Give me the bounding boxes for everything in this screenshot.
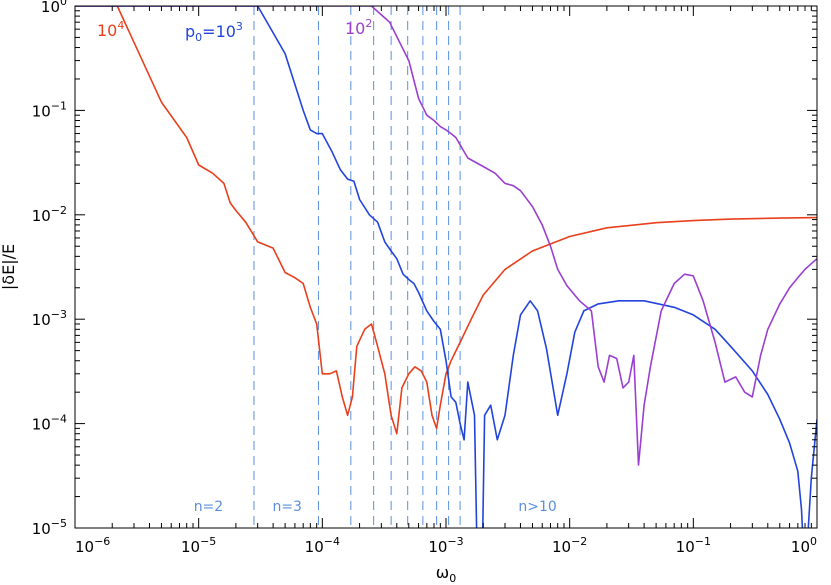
x-tick-label-exp: −3 [447, 535, 463, 548]
y-axis-title: |δE|/E [0, 244, 18, 290]
y-tick-label-exp: −5 [51, 517, 67, 530]
x-tick-label-exp: −2 [571, 535, 587, 548]
region-label: n=2 [194, 499, 224, 515]
x-tick-label-exp: −1 [695, 535, 711, 548]
x-tick-label: 10−1 [676, 535, 711, 556]
x-tick-label-base: 10 [305, 538, 324, 556]
series-line-1 [75, 6, 817, 528]
vertical-guides [253, 6, 461, 528]
series-label-sub: 0 [195, 31, 202, 44]
y-tick-label: 10−3 [32, 308, 67, 329]
x-tick-label-exp: −6 [94, 535, 110, 548]
x-axis: 10−6 10−5 10−4 10−3 10−2 10−1 100 [74, 6, 818, 556]
series-label-base: 10 [216, 22, 236, 41]
x-tick-label-exp: −4 [324, 535, 340, 548]
series-label-base: 10 [345, 19, 365, 38]
x-tick-label: 10−5 [181, 535, 216, 556]
x-axis-title-main: ω [436, 563, 449, 582]
x-tick-label-base: 10 [552, 538, 571, 556]
y-tick-label-base: 10 [32, 311, 51, 329]
y-tick-label-exp: 0 [60, 0, 67, 8]
x-tick-label-base: 10 [428, 538, 447, 556]
y-tick-label-exp: −1 [51, 99, 67, 112]
y-tick-label: 10−2 [32, 204, 67, 225]
x-tick-label-base: 10 [791, 538, 810, 556]
series-label-eq: = [202, 22, 215, 41]
y-tick-label-base: 10 [32, 416, 51, 434]
x-tick-label-base: 10 [75, 538, 94, 556]
y-tick-label: 10−5 [32, 517, 67, 538]
x-tick-label-base: 10 [676, 538, 695, 556]
series-line-2 [75, 6, 817, 466]
y-tick-label-exp: −3 [51, 308, 67, 321]
y-tick-label-base: 10 [32, 207, 51, 225]
x-tick-label-exp: 0 [810, 535, 817, 548]
y-tick-label-base: 10 [41, 0, 60, 16]
x-axis-title-sub: 0 [449, 572, 456, 585]
y-tick-label-base: 10 [32, 520, 51, 538]
x-tick-label: 100 [791, 535, 817, 556]
y-tick-label: 10−4 [32, 413, 67, 434]
series-group [75, 6, 817, 528]
series-line-0 [75, 6, 817, 435]
y-tick-label-base: 10 [32, 102, 51, 120]
series-label-1: p0=103 [185, 20, 243, 44]
series-label-exp: 2 [365, 17, 372, 30]
x-tick-label: 10−2 [552, 535, 587, 556]
series-label-base: 10 [97, 21, 117, 40]
series-label-0: 104 [97, 19, 124, 40]
region-label: n=3 [272, 499, 302, 515]
y-tick-label: 10−1 [32, 99, 67, 120]
x-tick-label: 10−3 [428, 535, 463, 556]
x-tick-label: 10−6 [75, 535, 110, 556]
y-tick-label-exp: −4 [51, 413, 67, 426]
y-tick-label: 100 [41, 0, 67, 16]
series-label-var: p [185, 22, 195, 41]
x-tick-label-exp: −5 [200, 535, 216, 548]
x-axis-title: ω0 [436, 563, 456, 585]
series-label-exp: 4 [117, 19, 124, 32]
region-label: n>10 [518, 499, 556, 515]
series-label-2: 102 [345, 17, 372, 38]
y-tick-label-exp: −2 [51, 204, 67, 217]
plot-frame [74, 5, 818, 529]
x-tick-label: 10−4 [305, 535, 340, 556]
x-tick-label-base: 10 [181, 538, 200, 556]
series-label-exp: 3 [236, 20, 243, 33]
